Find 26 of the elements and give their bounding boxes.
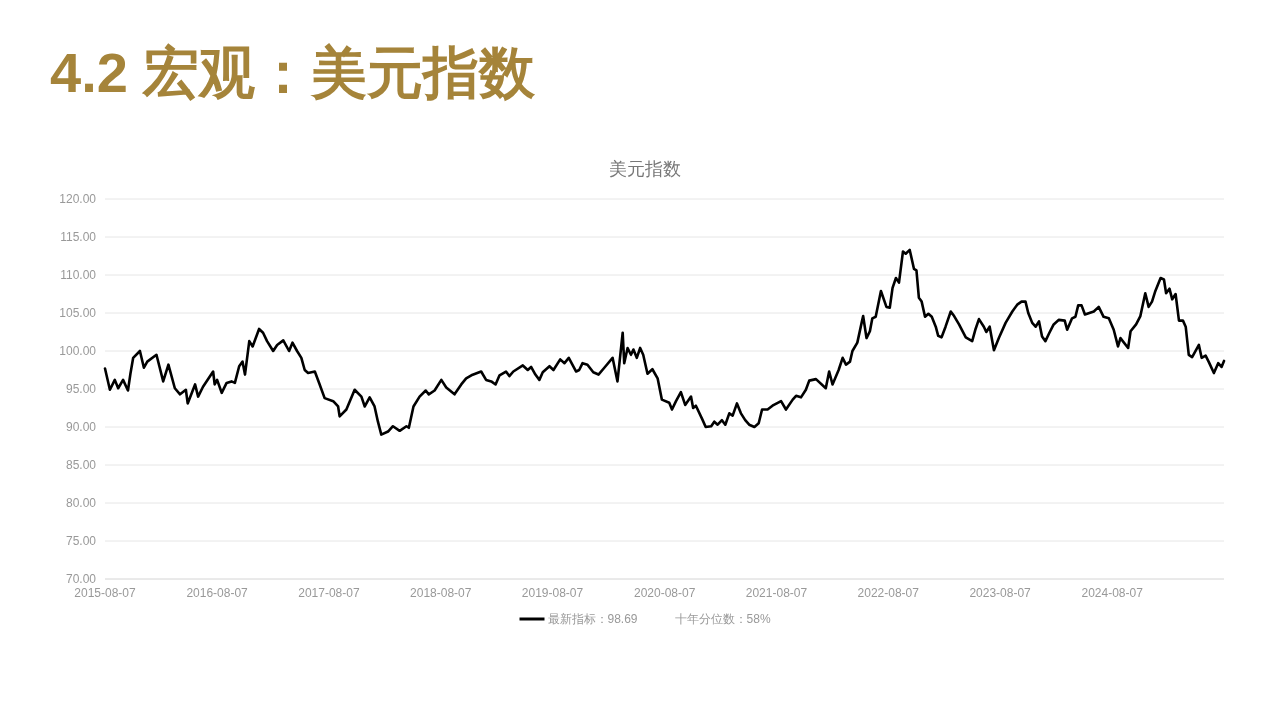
x-tick-label: 2018-08-07 (410, 586, 472, 600)
y-tick-label: 115.00 (60, 230, 97, 244)
y-tick-label: 70.00 (65, 572, 97, 586)
x-tick-label: 2019-08-07 (521, 586, 584, 600)
line-series (103, 248, 1226, 436)
x-tick-label: 2024-08-07 (1081, 586, 1144, 600)
y-tick-label: 100.00 (59, 344, 97, 358)
x-tick-label: 2022-08-07 (857, 586, 920, 600)
x-tick-label: 2016-08-07 (186, 586, 249, 600)
x-tick-label: 2017-08-07 (298, 586, 360, 600)
chart-subtitle: 美元指数 (609, 159, 681, 179)
text: 十年分位数：58% (674, 612, 771, 626)
y-tick-label: 120.00 (59, 192, 97, 206)
y-tick-label: 90.00 (65, 420, 97, 434)
legend-label: 最新指标：98.69 (547, 612, 638, 626)
y-tick-label: 75.00 (65, 534, 97, 548)
x-tick-label: 2021-08-07 (745, 586, 808, 600)
chart-title: 4.2 宏观：美元指数 (50, 41, 537, 104)
y-tick-label: 80.00 (65, 496, 97, 510)
x-tick-label: 2023-08-07 (969, 586, 1032, 600)
y-tick-label: 105.00 (59, 306, 97, 320)
y-tick-label: 85.00 (65, 458, 97, 472)
y-tick-label: 95.00 (65, 382, 97, 396)
y-tick-label: 110.00 (60, 268, 97, 282)
x-tick-label: 2015-08-07 (74, 586, 137, 600)
x-tick-label: 2020-08-07 (633, 586, 696, 600)
